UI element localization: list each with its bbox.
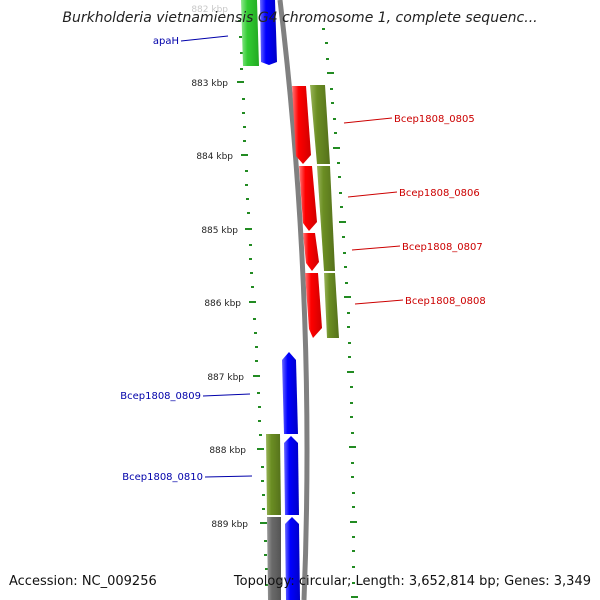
feature-bcep1808-0810-gene[interactable] bbox=[266, 434, 281, 515]
feature-bcep1808-0809-cds[interactable] bbox=[282, 352, 298, 434]
genome-summary-text: Topology: circular; Length: 3,652,814 bp… bbox=[233, 574, 591, 589]
feature-other-gene[interactable] bbox=[267, 517, 281, 600]
feature-bcep1808-0807-cds[interactable] bbox=[303, 233, 319, 271]
leader-line-0809 bbox=[202, 393, 251, 397]
reverse-cds-track bbox=[292, 86, 322, 338]
leader-line-0807 bbox=[351, 245, 401, 251]
tick-track-inner bbox=[237, 20, 268, 586]
label-bcep1808-0810[interactable]: Bcep1808_0810 bbox=[122, 472, 203, 483]
feature-bcep1808-0808-gene[interactable] bbox=[324, 273, 339, 338]
label-apaH[interactable]: apaH bbox=[153, 36, 179, 47]
leader-line-0810 bbox=[204, 475, 253, 478]
label-bcep1808-0808[interactable]: Bcep1808_0808 bbox=[405, 296, 486, 307]
feature-apaH-gene[interactable] bbox=[241, 0, 259, 66]
leader-line-0805 bbox=[343, 117, 393, 124]
feature-next-cds[interactable] bbox=[285, 517, 300, 600]
feature-bcep1808-0810-cds[interactable] bbox=[284, 436, 299, 515]
tick-label-882: 882 kbp bbox=[191, 5, 228, 15]
tick-major-888 bbox=[257, 448, 264, 450]
forward-cds-track bbox=[282, 352, 300, 600]
tick-major-883 bbox=[237, 81, 244, 83]
tick-label-889: 889 kbp bbox=[211, 520, 248, 530]
leader-line-apaH bbox=[180, 35, 229, 42]
label-bcep1808-0809[interactable]: Bcep1808_0809 bbox=[120, 391, 201, 402]
tick-major-889 bbox=[260, 522, 267, 524]
tick-label-887: 887 kbp bbox=[207, 373, 244, 383]
feature-apaH-cds[interactable] bbox=[260, 0, 277, 65]
tick-major-884 bbox=[241, 154, 248, 156]
backbone-circle bbox=[277, 0, 310, 600]
tick-major-886 bbox=[249, 301, 256, 303]
tick-label-884: 884 kbp bbox=[196, 152, 233, 162]
map-title: Burkholderia vietnamiensis G4 chromosome… bbox=[62, 10, 538, 26]
gene-track bbox=[266, 85, 339, 600]
accession-text: Accession: NC_009256 bbox=[9, 574, 157, 589]
leader-line-0808 bbox=[354, 299, 404, 305]
tick-track-outer bbox=[322, 28, 358, 598]
tick-label-885: 885 kbp bbox=[201, 226, 238, 236]
tick-major-885 bbox=[245, 228, 252, 230]
tick-label-886: 886 kbp bbox=[204, 299, 241, 309]
tick-label-888: 888 kbp bbox=[209, 446, 246, 456]
label-bcep1808-0807[interactable]: Bcep1808_0807 bbox=[402, 242, 483, 253]
feature-bcep1808-0808-cds[interactable] bbox=[305, 273, 322, 338]
tick-major-887 bbox=[253, 375, 260, 377]
feature-bcep1808-0806-gene[interactable] bbox=[317, 166, 335, 271]
label-bcep1808-0805[interactable]: Bcep1808_0805 bbox=[394, 114, 475, 125]
feature-bcep1808-0805-gene[interactable] bbox=[310, 85, 330, 164]
label-bcep1808-0806[interactable]: Bcep1808_0806 bbox=[399, 188, 480, 199]
tick-label-883: 883 kbp bbox=[191, 79, 228, 89]
leader-line-0806 bbox=[347, 191, 398, 198]
feature-bcep1808-0805-cds[interactable] bbox=[292, 86, 311, 164]
feature-bcep1808-0806-cds[interactable] bbox=[299, 166, 317, 231]
